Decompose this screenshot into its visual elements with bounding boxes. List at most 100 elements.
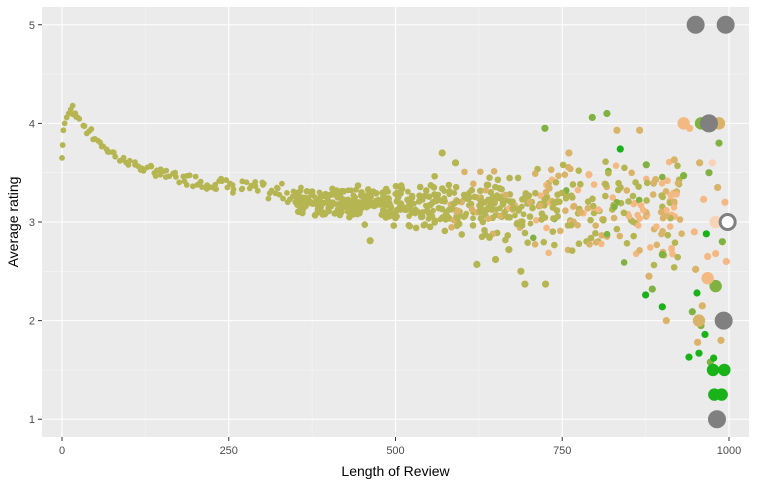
data-point (694, 338, 702, 346)
scatter-point (584, 198, 592, 205)
scatter-point (485, 215, 492, 223)
scatter-point (551, 241, 558, 249)
data-point (701, 272, 714, 285)
scatter-point (442, 211, 450, 218)
data-point (658, 303, 666, 311)
scatter-point (358, 199, 365, 206)
scatter-point (670, 264, 678, 271)
data-point (588, 113, 596, 122)
data-point (685, 353, 693, 361)
scatter-point (340, 188, 348, 195)
y-tick-label: 4 (29, 118, 35, 130)
trend-point (451, 190, 458, 196)
scatter-point (326, 201, 333, 209)
scatter-point (671, 239, 679, 247)
scatter-point (486, 174, 493, 182)
scatter-point (441, 227, 449, 235)
scatter-point (379, 189, 386, 197)
scatter-point (423, 207, 431, 215)
scatter-point (521, 229, 529, 237)
x-tick-label: 500 (386, 445, 404, 457)
scatter-point (658, 173, 666, 181)
scatter-point (484, 181, 492, 189)
scatter-point (412, 224, 420, 232)
trend-point (60, 127, 67, 134)
scatter-point (364, 186, 372, 193)
scatter-point (676, 216, 684, 223)
data-point (722, 257, 730, 266)
scatter-point (496, 184, 503, 192)
data-point (718, 363, 731, 377)
scatter-point (477, 215, 485, 222)
scatter-point (506, 213, 514, 221)
scatter-point (510, 204, 517, 212)
scatter-point (476, 208, 484, 215)
scatter-point (673, 191, 680, 198)
trend-point (126, 157, 133, 164)
scatter-point (354, 182, 362, 189)
scatter-point (556, 198, 563, 206)
scatter-point (408, 194, 416, 201)
trend-point (91, 135, 98, 142)
scatter-point (647, 244, 654, 251)
trend-point (189, 183, 196, 190)
scatter-point (532, 216, 540, 224)
data-point (704, 252, 712, 261)
scatter-point (634, 222, 642, 229)
scatter-point (422, 187, 430, 194)
scatter-point (441, 197, 448, 205)
data-point (473, 260, 481, 269)
scatter-point (426, 223, 434, 231)
trend-point (112, 153, 119, 160)
scatter-point (657, 208, 665, 216)
scatter-point (331, 210, 339, 217)
scatter-point (402, 206, 410, 214)
data-point (613, 126, 621, 134)
x-tick-label: 250 (220, 445, 238, 457)
scatter-point (496, 212, 504, 220)
scatter-point (458, 231, 466, 238)
scatter-point (552, 178, 560, 186)
data-point (648, 285, 656, 293)
trend-point (266, 190, 273, 197)
scatter-point (308, 189, 316, 197)
scatter-point (569, 181, 577, 188)
scatter-point (526, 213, 534, 220)
data-point (698, 302, 706, 310)
scatter-point (314, 205, 322, 213)
scatter-point (623, 240, 631, 247)
scatter-point (445, 181, 453, 189)
scatter-point (421, 221, 429, 228)
scatter-point (602, 192, 609, 200)
scatter-point (620, 209, 628, 217)
scatter-point (664, 231, 672, 239)
data-point (710, 354, 718, 362)
scatter-point (299, 209, 306, 217)
scatter-point (438, 185, 446, 192)
scatter-point (448, 224, 455, 231)
scatter-point (372, 190, 380, 197)
scatter-point (392, 214, 399, 222)
scatter-point (397, 182, 405, 189)
data-point (438, 149, 446, 157)
data-point (715, 388, 728, 401)
scatter-point (630, 232, 637, 240)
scatter-point (663, 206, 670, 214)
scatter-point (468, 186, 476, 194)
trend-point (170, 170, 177, 177)
data-point (491, 255, 500, 264)
data-point (702, 230, 710, 238)
scatter-point (541, 196, 548, 204)
scatter-point (295, 189, 302, 196)
scatter-point (453, 222, 461, 230)
data-point (517, 267, 525, 275)
scatter-point (649, 191, 657, 198)
data-point (576, 208, 584, 216)
scatter-point (542, 188, 550, 196)
data-point (642, 161, 650, 169)
scatter-point (609, 194, 617, 201)
scatter-point (562, 207, 569, 214)
scatter-point (494, 176, 502, 184)
data-point (718, 238, 726, 246)
scatter-point (598, 232, 605, 239)
